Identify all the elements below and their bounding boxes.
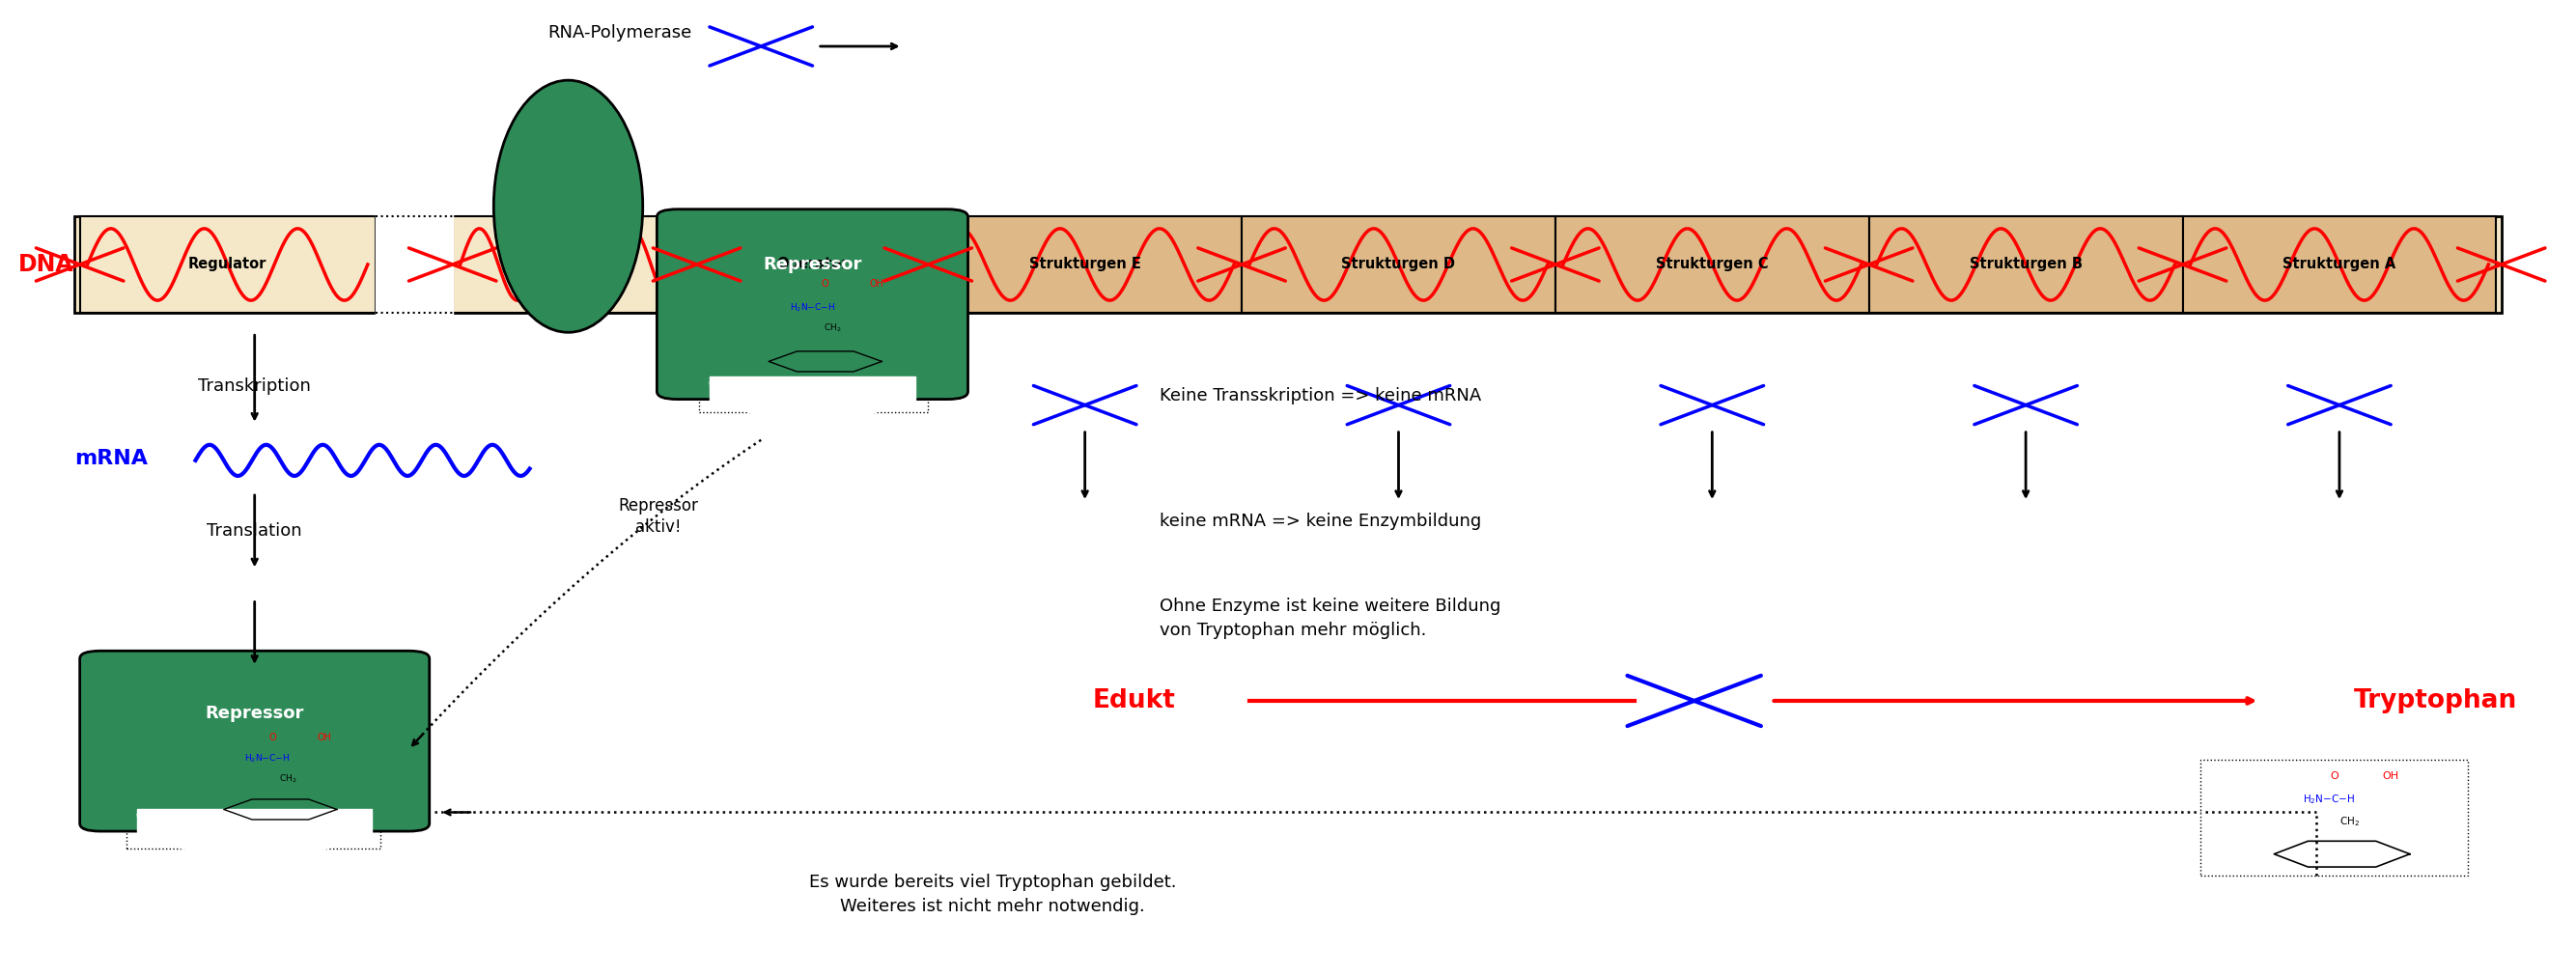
Text: H$_2$N$-$C$-$H: H$_2$N$-$C$-$H — [791, 302, 835, 314]
Wedge shape — [711, 382, 914, 420]
FancyBboxPatch shape — [698, 296, 927, 411]
Text: Repressor: Repressor — [206, 704, 304, 722]
Text: Regulator: Regulator — [188, 257, 268, 272]
Text: Repressor
aktiv!: Repressor aktiv! — [618, 497, 698, 536]
Text: OH: OH — [317, 733, 332, 743]
FancyBboxPatch shape — [80, 651, 430, 832]
Text: OH: OH — [871, 279, 884, 289]
Bar — [696, 216, 927, 313]
Text: OH: OH — [2383, 771, 2398, 781]
Bar — [711, 377, 914, 401]
Text: Strukturgen C: Strukturgen C — [1656, 257, 1770, 272]
Text: Operator: Operator — [775, 257, 848, 272]
Bar — [453, 216, 696, 313]
Bar — [2182, 216, 2496, 313]
FancyBboxPatch shape — [2200, 760, 2468, 876]
Text: DNA: DNA — [18, 253, 75, 276]
Text: mRNA: mRNA — [75, 448, 147, 468]
FancyBboxPatch shape — [126, 738, 381, 848]
Text: Strukturgen B: Strukturgen B — [1968, 257, 2081, 272]
Text: Keine Transskription => keine mRNA: Keine Transskription => keine mRNA — [1159, 387, 1481, 404]
Text: Edukt: Edukt — [1092, 688, 1175, 714]
Text: Es wurde bereits viel Tryptophan gebildet.
Weiteres ist nicht mehr notwendig.: Es wurde bereits viel Tryptophan gebilde… — [809, 874, 1177, 916]
Bar — [376, 212, 453, 318]
Text: Strukturgen E: Strukturgen E — [1028, 257, 1141, 272]
Text: O: O — [2331, 771, 2339, 781]
Text: keine mRNA => keine Enzymbildung: keine mRNA => keine Enzymbildung — [1159, 513, 1481, 530]
Text: Translation: Translation — [206, 523, 301, 540]
Bar — [1556, 216, 1870, 313]
Text: H$_2$N$-$C$-$H: H$_2$N$-$C$-$H — [245, 753, 291, 765]
Text: O: O — [822, 279, 829, 289]
Text: Strukturgen A: Strukturgen A — [2282, 257, 2396, 272]
Ellipse shape — [495, 80, 644, 332]
Bar — [1870, 216, 2182, 313]
Text: Tryptophan: Tryptophan — [2354, 688, 2517, 714]
Text: Ohne Enzyme ist keine weitere Bildung
von Tryptophan mehr möglich.: Ohne Enzyme ist keine weitere Bildung vo… — [1159, 598, 1502, 640]
Text: CH$_2$: CH$_2$ — [278, 772, 296, 785]
Text: H$_2$N$-$C$-$H: H$_2$N$-$C$-$H — [2303, 793, 2354, 806]
FancyBboxPatch shape — [657, 210, 969, 400]
Text: Promotor: Promotor — [538, 257, 613, 272]
Text: Strukturgen D: Strukturgen D — [1342, 257, 1455, 272]
Bar — [137, 809, 371, 834]
Text: CH$_2$: CH$_2$ — [2339, 815, 2360, 829]
Bar — [1242, 216, 1556, 313]
Bar — [75, 216, 2501, 313]
Text: Transkription: Transkription — [198, 377, 312, 394]
Text: CH$_2$: CH$_2$ — [824, 322, 842, 333]
Wedge shape — [137, 814, 371, 858]
Bar — [927, 216, 1242, 313]
Text: Repressor: Repressor — [762, 255, 863, 273]
Text: RNA-Polymerase: RNA-Polymerase — [549, 24, 693, 42]
Bar — [80, 216, 376, 313]
Text: O: O — [268, 733, 276, 743]
